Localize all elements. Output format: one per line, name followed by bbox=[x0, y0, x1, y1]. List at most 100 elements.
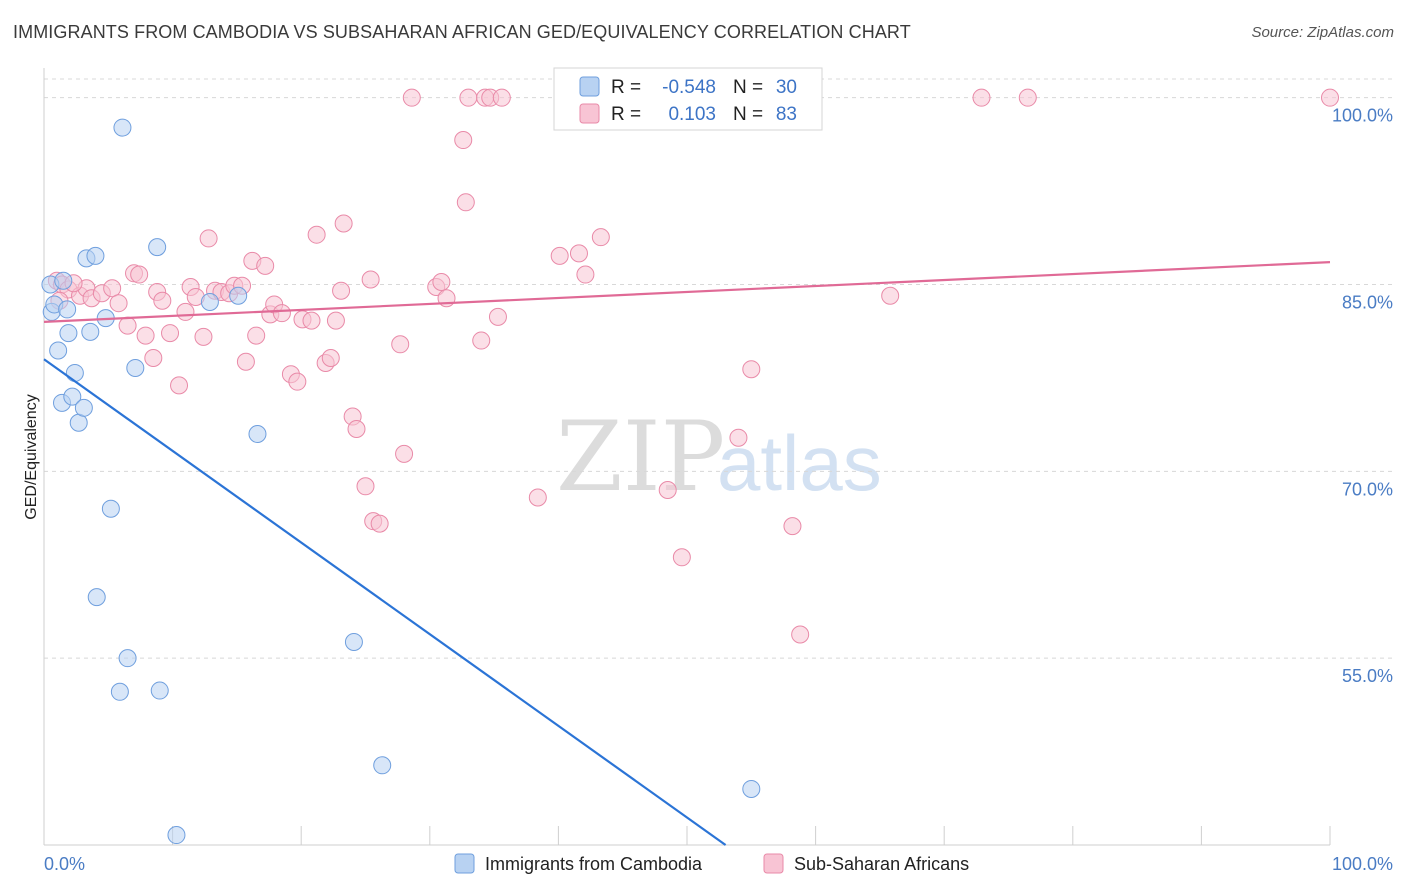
legend-r-value-cambodia: -0.548 bbox=[662, 77, 716, 98]
legend-swatch-cambodia bbox=[579, 76, 600, 97]
bottom-legend-swatch-africa bbox=[763, 853, 784, 874]
africa-point-65 bbox=[528, 488, 547, 507]
cambodia-point-4 bbox=[58, 300, 77, 319]
series-sub-saharan-africans bbox=[47, 88, 1339, 644]
africa-point-67 bbox=[569, 244, 588, 263]
cambodia-point-21 bbox=[118, 649, 137, 668]
africa-point-50 bbox=[370, 514, 389, 533]
africa-point-15 bbox=[153, 291, 172, 310]
africa-point-55 bbox=[432, 273, 451, 292]
africa-point-7 bbox=[103, 279, 122, 298]
bottom-legend-label-cambodia: Immigrants from Cambodia bbox=[485, 854, 703, 874]
africa-point-78 bbox=[972, 88, 991, 107]
africa-point-13 bbox=[144, 348, 163, 367]
africa-point-8 bbox=[109, 294, 128, 313]
africa-point-11 bbox=[130, 265, 149, 284]
africa-point-63 bbox=[488, 307, 507, 326]
series-legend: Immigrants from Cambodia Sub-Saharan Afr… bbox=[454, 853, 969, 874]
africa-point-69 bbox=[591, 228, 610, 247]
africa-point-75 bbox=[783, 517, 802, 536]
cambodia-point-6 bbox=[49, 341, 68, 360]
africa-point-66 bbox=[550, 246, 569, 265]
africa-point-46 bbox=[347, 419, 366, 438]
africa-point-18 bbox=[176, 302, 195, 321]
legend-n-value-cambodia: 30 bbox=[776, 77, 797, 98]
africa-point-44 bbox=[334, 214, 353, 233]
chart-title: IMMIGRANTS FROM CAMBODIA VS SUBSAHARAN A… bbox=[13, 22, 911, 42]
cambodia-point-27 bbox=[344, 632, 363, 651]
cambodia-point-29 bbox=[167, 826, 186, 845]
cambodia-point-7 bbox=[65, 363, 84, 382]
bottom-legend-swatch-cambodia bbox=[454, 853, 475, 874]
africa-point-42 bbox=[326, 311, 345, 330]
chart-source: Source: ZipAtlas.com bbox=[1251, 24, 1394, 41]
africa-point-51 bbox=[391, 335, 410, 354]
y-tick-label-55: 55.0% bbox=[1342, 666, 1393, 686]
legend-n-value-africa: 83 bbox=[776, 104, 797, 125]
cambodia-point-26 bbox=[248, 424, 267, 443]
cambodia-point-5 bbox=[59, 324, 78, 343]
africa-point-30 bbox=[247, 326, 266, 345]
africa-point-12 bbox=[136, 326, 155, 345]
africa-point-38 bbox=[302, 311, 321, 330]
africa-point-68 bbox=[576, 265, 595, 284]
cambodia-point-16 bbox=[101, 499, 120, 518]
africa-point-52 bbox=[395, 444, 414, 463]
africa-point-47 bbox=[356, 477, 375, 496]
cambodia-point-24 bbox=[200, 292, 219, 311]
africa-point-58 bbox=[456, 193, 475, 212]
cambodia-point-25 bbox=[229, 286, 248, 305]
africa-point-77 bbox=[881, 286, 900, 305]
africa-point-53 bbox=[402, 88, 421, 107]
y-tick-labels: 100.0% 85.0% 70.0% 55.0% bbox=[1332, 106, 1393, 686]
x-axis-ticks bbox=[43, 826, 1331, 845]
cambodia-point-19 bbox=[126, 358, 145, 377]
africa-point-22 bbox=[199, 229, 218, 248]
africa-point-59 bbox=[459, 88, 478, 107]
africa-point-28 bbox=[236, 352, 255, 371]
cambodia-point-17 bbox=[87, 588, 106, 607]
africa-point-76 bbox=[791, 625, 810, 644]
x-tick-label-100: 100.0% bbox=[1332, 854, 1393, 874]
cambodia-point-3 bbox=[54, 271, 73, 290]
cambodia-point-13 bbox=[81, 322, 100, 341]
cambodia-point-9 bbox=[63, 387, 82, 406]
cambodia-point-20 bbox=[148, 238, 167, 257]
legend-r-value-africa: 0.103 bbox=[668, 104, 716, 125]
africa-point-73 bbox=[729, 428, 748, 447]
trend-line-sub-saharan-africans bbox=[43, 260, 1331, 323]
x-tick-label-0: 0.0% bbox=[44, 854, 85, 874]
africa-point-39 bbox=[307, 225, 326, 244]
y-tick-label-100: 100.0% bbox=[1332, 106, 1393, 126]
y-axis-label: GED/Equivalency bbox=[23, 394, 40, 519]
africa-point-48 bbox=[361, 270, 380, 289]
cambodia-point-10 bbox=[69, 413, 88, 432]
legend-r-label-africa: R = bbox=[611, 104, 641, 125]
series-immigrants-from-cambodia bbox=[41, 118, 761, 845]
africa-point-34 bbox=[272, 304, 291, 323]
africa-point-57 bbox=[454, 131, 473, 150]
africa-point-74 bbox=[742, 360, 761, 379]
africa-point-31 bbox=[256, 256, 275, 275]
cambodia-point-23 bbox=[150, 681, 169, 700]
africa-point-41 bbox=[321, 348, 340, 367]
watermark-zip: ZIP bbox=[556, 401, 725, 513]
legend-swatch-africa bbox=[579, 103, 600, 124]
africa-point-80 bbox=[1321, 88, 1339, 107]
africa-point-60 bbox=[472, 331, 491, 350]
bottom-legend-label-africa: Sub-Saharan Africans bbox=[794, 854, 969, 874]
y-tick-label-70: 70.0% bbox=[1342, 479, 1393, 499]
legend-r-label-cambodia: R = bbox=[611, 77, 641, 98]
y-tick-label-85: 85.0% bbox=[1342, 293, 1393, 313]
africa-point-71 bbox=[672, 548, 691, 567]
legend-n-label-africa: N = bbox=[733, 104, 763, 125]
cambodia-point-28 bbox=[373, 756, 392, 775]
cambodia-point-11 bbox=[74, 398, 93, 417]
africa-point-9 bbox=[118, 316, 137, 335]
cambodia-point-18 bbox=[113, 118, 132, 137]
cambodia-point-22 bbox=[110, 682, 129, 701]
africa-point-43 bbox=[332, 281, 351, 300]
correlation-legend: R = -0.548 N = 30 R = 0.103 N = 83 bbox=[553, 67, 823, 131]
cambodia-point-14 bbox=[86, 246, 105, 265]
